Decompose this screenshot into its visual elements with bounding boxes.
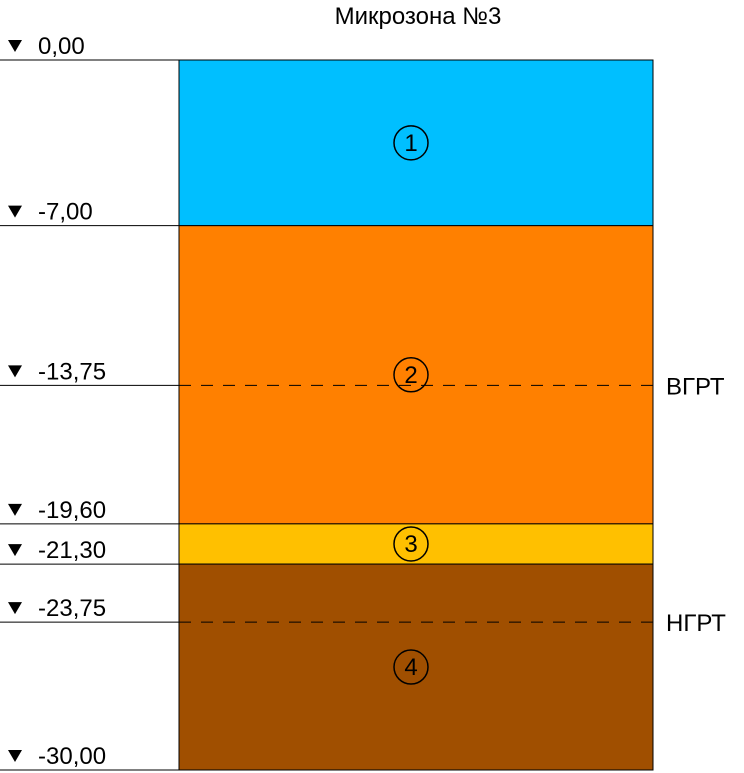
layer-number-circle [393, 125, 429, 161]
level-marker-icon [8, 503, 22, 516]
level-marker-icon [8, 205, 22, 218]
level-marker-icon [8, 544, 22, 557]
layer-number-label: 2 [404, 362, 417, 389]
soil-layer-4 [178, 563, 654, 771]
diagram-title: Микрозона №3 [335, 3, 502, 30]
groundwater-levels: ВГРТ НГРТ [179, 373, 726, 637]
layer-number-label: 4 [404, 654, 417, 681]
groundwater-label: ВГРТ [666, 373, 725, 400]
layer-number-circle [393, 357, 429, 393]
elevation-label: -30,00 [38, 743, 106, 770]
elevation-label: 0,00 [38, 33, 85, 60]
elevation-label: -19,60 [38, 497, 106, 524]
soil-layer-1 [178, 59, 654, 227]
soil-layer-3 [178, 523, 654, 565]
layer-number-circle [393, 526, 429, 562]
layer-number-label: 3 [404, 531, 417, 558]
level-marker-icon [8, 40, 22, 52]
elevation-label: -13,75 [38, 358, 106, 385]
level-marker-icon [8, 750, 22, 762]
elevation-marks: 0,00 -7,00 -13,75 -19,60 -21,30 -23,75 -30,00 [0, 33, 179, 771]
layer-number-circle [393, 649, 429, 685]
elevation-label: -23,75 [38, 595, 106, 622]
level-marker-icon [8, 365, 22, 378]
elevation-label: -21,30 [38, 537, 106, 564]
soil-layer-2 [178, 225, 654, 525]
layer-number-label: 1 [404, 130, 417, 157]
level-marker-icon [8, 602, 22, 615]
elevation-label: -7,00 [38, 199, 93, 226]
groundwater-label: НГРТ [666, 610, 726, 637]
soil-layers: 1 2 3 4 [178, 59, 654, 771]
